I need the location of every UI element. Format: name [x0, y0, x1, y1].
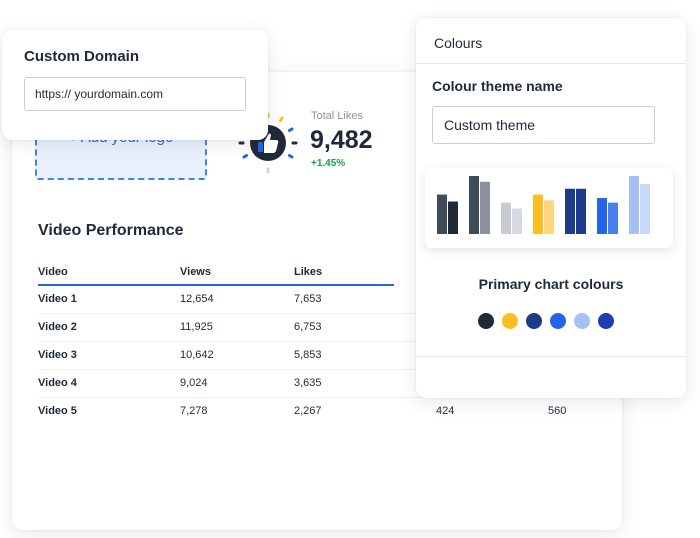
preview-bar	[512, 208, 522, 234]
table-cell: 12,654	[180, 293, 214, 305]
colours-panel-title: Colours	[434, 35, 483, 51]
table-title: Video Performance	[38, 222, 184, 239]
preview-bar	[501, 202, 511, 234]
colour-swatch[interactable]	[550, 313, 566, 329]
table-cell: 9,024	[180, 377, 208, 389]
preview-bar	[565, 188, 575, 234]
colour-swatches	[478, 313, 614, 329]
preview-bar	[597, 198, 607, 234]
table-cell: 7,653	[294, 293, 322, 305]
theme-name-input[interactable]	[432, 106, 655, 144]
colour-swatch[interactable]	[526, 313, 542, 329]
preview-bar	[544, 200, 554, 234]
metric-label: Total Likes	[311, 110, 363, 122]
preview-bar	[480, 181, 490, 234]
colours-panel: Colours Colour theme name Primary chart …	[416, 18, 686, 398]
metric-change: +1.45%	[311, 158, 346, 169]
column-header-video: Video	[38, 266, 68, 278]
preview-bar	[437, 194, 447, 234]
column-header-likes: Likes	[294, 266, 323, 278]
preview-bar	[533, 194, 543, 234]
table-cell: 11,925	[180, 321, 213, 333]
table-row: Video 1 12,654 7,653	[38, 286, 598, 314]
custom-domain-card: Custom Domain	[2, 30, 268, 140]
metric-value: 9,482	[310, 126, 373, 154]
table-cell: Video 2	[38, 321, 77, 333]
table-cell: Video 4	[38, 377, 77, 389]
colour-swatch[interactable]	[502, 313, 518, 329]
preview-bar	[576, 188, 586, 234]
table-cell: 560	[548, 405, 567, 417]
colour-swatch[interactable]	[598, 313, 614, 329]
primary-colours-label: Primary chart colours	[478, 276, 624, 292]
colours-panel-footer	[416, 356, 686, 357]
column-header-views: Views	[180, 266, 211, 278]
preview-chart-svg	[437, 176, 650, 234]
table-cell: 424	[436, 405, 455, 417]
table-cell: 2,267	[294, 405, 322, 417]
table-cell: 10,642	[180, 349, 214, 361]
table-row: Video 5 7,278 2,267 424 560	[38, 398, 598, 426]
preview-bar	[448, 201, 458, 234]
custom-domain-title: Custom Domain	[24, 48, 140, 65]
table-cell: 6,753	[294, 321, 322, 333]
theme-name-label: Colour theme name	[432, 78, 563, 94]
preview-bar	[640, 184, 650, 234]
table-cell: 5,853	[294, 349, 322, 361]
colours-panel-header: Colours	[416, 18, 686, 64]
preview-bar	[469, 176, 479, 234]
preview-bar	[629, 176, 639, 234]
custom-domain-input[interactable]	[24, 77, 246, 111]
colour-swatch[interactable]	[478, 313, 494, 329]
table-header: Video Views Likes	[38, 266, 394, 286]
theme-preview-chart	[425, 168, 673, 248]
table-cell: 3,635	[294, 377, 322, 389]
preview-bar	[608, 202, 618, 234]
table-cell: Video 1	[38, 293, 77, 305]
table-cell: Video 3	[38, 349, 77, 361]
table-cell: Video 5	[38, 405, 77, 417]
table-cell: 7,278	[180, 405, 208, 417]
colour-swatch[interactable]	[574, 313, 590, 329]
